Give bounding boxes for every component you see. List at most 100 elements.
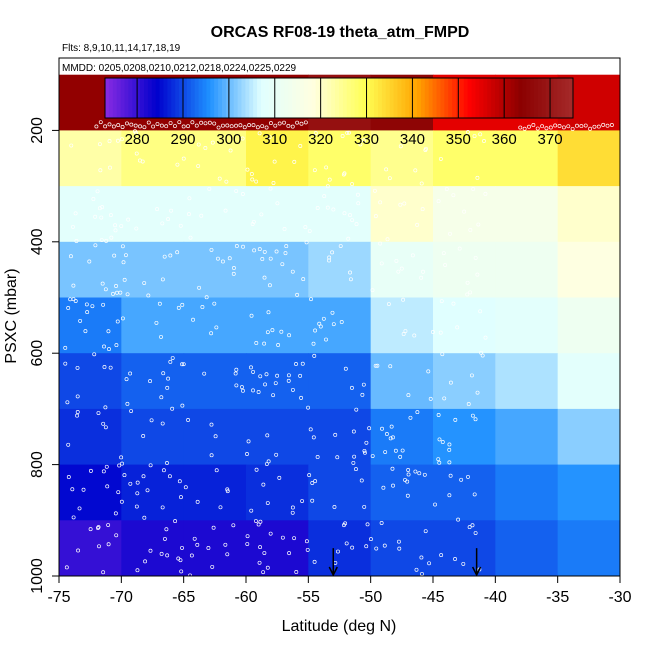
sample-point [379,521,384,525]
sample-point [124,253,128,258]
sample-point [257,560,262,565]
sample-point [412,333,417,338]
sample-point [214,325,219,330]
sample-point [71,515,76,520]
sample-point [129,122,134,127]
colorbar-segment [545,78,551,118]
colorbar-segment [378,78,383,118]
sample-point [447,447,452,452]
sample-point [97,206,102,211]
sample-point [398,454,403,459]
sample-point [231,265,236,270]
sample-point [252,248,257,253]
sample-point [308,427,313,432]
colorbar-segment [339,78,344,118]
colorbar-segment [214,78,219,118]
heatmap-cell [308,464,372,521]
sample-point [77,506,82,511]
sample-point [186,124,190,129]
colorbar-segment [198,78,204,118]
sample-point [225,489,230,494]
colorbar-segment [498,78,504,118]
x-tick-label: -75 [47,589,70,606]
colorbar-segment [405,78,410,118]
heatmap-cell [370,464,434,521]
heatmap-cell [433,297,496,354]
sample-point [95,189,100,194]
sample-point [103,425,108,430]
sample-point [157,301,162,306]
sample-point [459,477,464,482]
heatmap-cell [183,130,247,187]
sample-point [116,138,120,143]
colorbar-segment [366,78,371,118]
sample-point [292,159,297,164]
sample-point [336,549,340,554]
sample-point [168,253,173,258]
colorbar-segment [276,78,282,118]
sample-point [120,125,125,129]
sample-point [159,334,163,339]
sample-point [88,468,93,473]
sample-point [448,231,452,236]
sample-point [402,201,407,206]
sample-point [406,393,411,398]
sample-point [191,317,195,322]
sample-point [290,269,295,274]
sample-point [213,434,218,439]
colorbar-segment [491,78,496,118]
sample-point [391,435,395,440]
sample-point [419,555,424,560]
sample-point [148,379,153,384]
sample-point [362,448,367,453]
y-tick-label: 600 [29,340,46,367]
heatmap-cell [495,408,559,466]
sample-point [229,124,234,129]
sample-point [544,126,549,131]
sample-point [354,407,359,412]
sample-point [71,297,76,302]
sample-point [370,288,375,293]
heatmap-cell [308,186,372,243]
sample-point [279,329,284,334]
sample-point [332,505,337,509]
sample-point [141,434,146,438]
sample-point [97,544,101,549]
sample-point [180,403,185,408]
sample-point [120,316,125,321]
sample-point [181,156,186,161]
sample-point [475,272,480,277]
heatmap-cell [246,130,309,187]
sample-point [267,135,272,140]
sample-point [324,165,329,170]
sample-point [375,363,380,368]
sample-point [436,457,441,462]
sample-point [378,241,383,246]
sample-point [135,480,140,485]
sample-point [223,542,228,547]
sample-point [162,254,167,259]
sample-point [68,254,73,259]
sample-point [251,123,256,128]
sample-point [352,454,357,459]
sample-point [177,479,182,484]
sample-point [415,410,420,415]
colorbar-tick-label: 310 [262,131,287,148]
colorbar-segment [315,78,321,118]
sample-point [142,125,147,130]
sample-point [340,134,345,138]
colorbar-segment [163,78,168,118]
sample-point [187,212,191,217]
sample-point [473,255,478,260]
sample-point [575,123,579,128]
sample-point [254,340,259,345]
colorbar-segment [229,78,235,118]
sample-point [263,382,267,387]
colorbar-segment [553,78,558,118]
sample-point [348,270,352,275]
sample-point [350,182,355,187]
x-tick-label: -55 [297,589,320,606]
colorbar-segment [393,78,399,118]
heatmap-cell [183,353,247,410]
sample-point [111,124,116,129]
